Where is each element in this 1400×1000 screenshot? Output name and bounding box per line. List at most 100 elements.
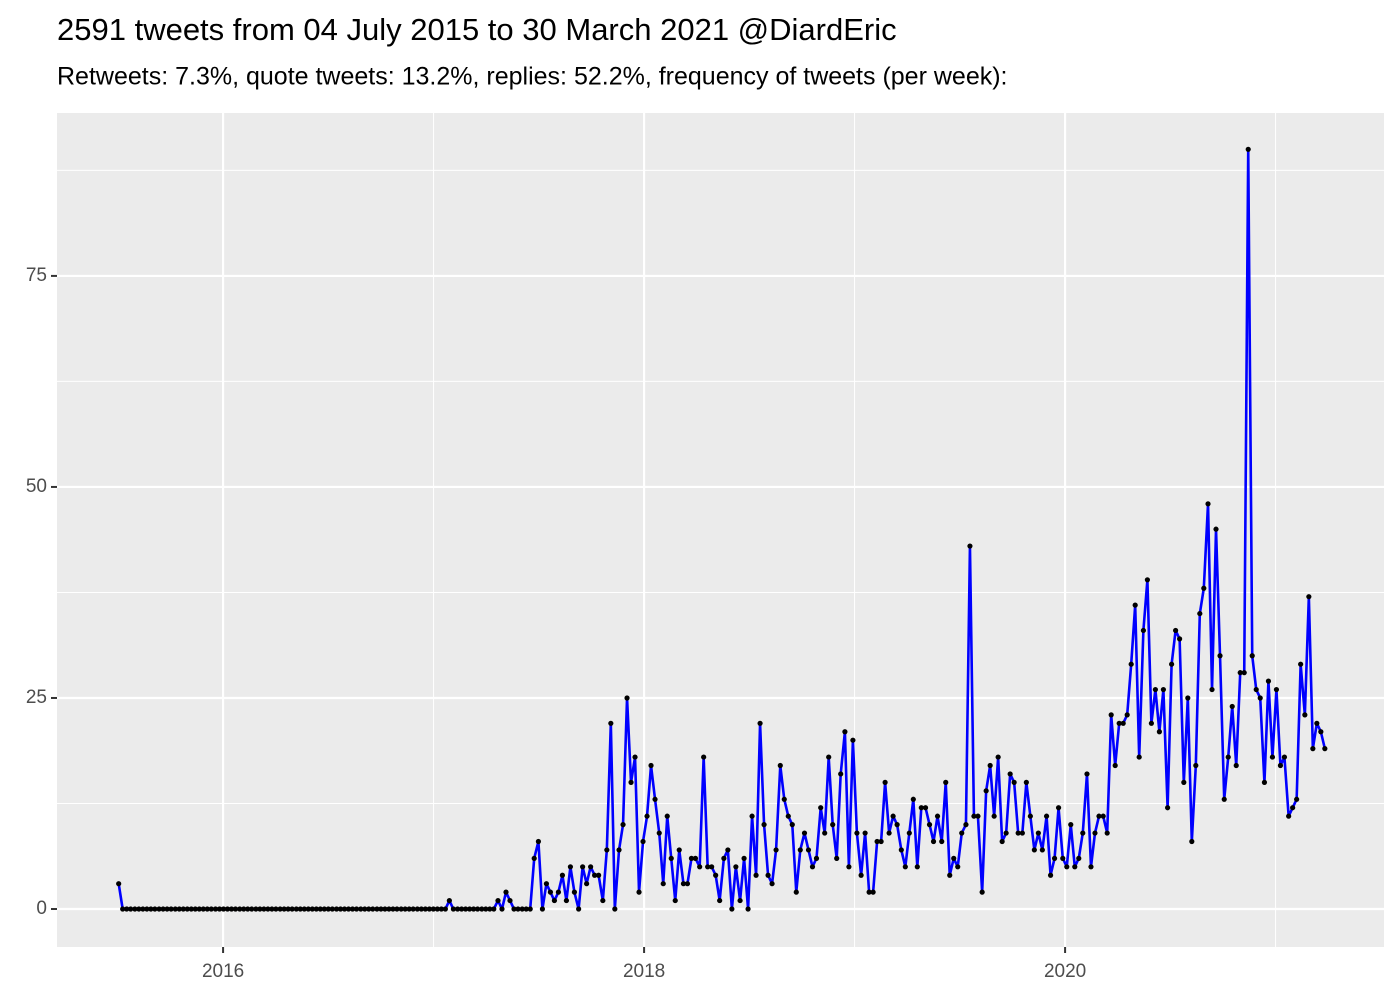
point — [801, 830, 808, 836]
chart-title: 2591 tweets from 04 July 2015 to 30 Marc… — [57, 12, 897, 47]
point — [971, 813, 977, 819]
point — [1080, 830, 1086, 836]
point — [987, 762, 993, 769]
point — [1221, 796, 1227, 802]
point — [241, 906, 247, 912]
point — [656, 830, 662, 836]
point — [1205, 501, 1211, 507]
point — [543, 881, 550, 887]
point — [878, 838, 884, 845]
point — [1160, 686, 1166, 693]
point — [124, 906, 130, 912]
point — [1201, 585, 1207, 591]
point — [1306, 594, 1312, 600]
point — [539, 906, 546, 912]
point — [1322, 746, 1328, 752]
point — [1290, 805, 1296, 811]
point — [765, 872, 771, 878]
point — [1253, 686, 1259, 693]
point — [979, 889, 985, 895]
point — [1165, 805, 1171, 811]
point — [600, 897, 606, 904]
point — [345, 906, 352, 912]
point — [1092, 830, 1098, 836]
point — [390, 906, 396, 912]
point — [192, 906, 198, 912]
point — [684, 881, 691, 887]
point — [636, 889, 642, 895]
point — [462, 906, 469, 912]
point — [220, 906, 227, 912]
point — [769, 881, 775, 887]
point — [890, 813, 896, 819]
point — [458, 906, 465, 912]
point — [148, 906, 154, 912]
point — [680, 881, 687, 887]
point — [620, 822, 626, 828]
point — [289, 906, 295, 912]
point — [910, 796, 916, 802]
point — [705, 864, 711, 870]
point — [317, 906, 323, 912]
point — [1177, 636, 1183, 642]
point — [567, 864, 574, 870]
point — [261, 906, 267, 912]
point — [862, 830, 868, 836]
point — [474, 906, 481, 912]
point — [745, 906, 751, 912]
point — [809, 864, 816, 870]
point — [349, 906, 356, 912]
point — [422, 906, 428, 912]
point — [628, 779, 634, 785]
point — [692, 855, 699, 861]
point — [777, 762, 783, 769]
point — [668, 855, 674, 861]
point — [321, 906, 327, 912]
point — [1152, 686, 1158, 693]
point — [1055, 805, 1062, 811]
point — [313, 906, 319, 912]
point — [466, 906, 473, 912]
point — [1265, 678, 1272, 684]
point — [1229, 703, 1235, 710]
point — [511, 906, 517, 912]
point — [1185, 695, 1191, 701]
point — [967, 543, 973, 549]
chart-subtitle: Retweets: 7.3%, quote tweets: 13.2%, rep… — [57, 63, 1008, 91]
point — [943, 779, 949, 785]
point — [116, 881, 122, 887]
point — [914, 864, 920, 870]
point — [120, 906, 126, 912]
point — [128, 906, 134, 912]
point — [132, 906, 138, 912]
point — [410, 906, 416, 912]
point — [999, 838, 1005, 845]
point — [136, 906, 142, 912]
x-tick-label: 2020 — [1044, 961, 1086, 982]
point — [757, 720, 763, 726]
point — [547, 889, 554, 895]
y-tick-label: 25 — [26, 687, 47, 708]
point — [995, 754, 1001, 760]
point — [608, 720, 614, 726]
point — [1249, 653, 1255, 659]
point — [398, 906, 404, 912]
point — [523, 906, 529, 912]
point — [249, 906, 255, 912]
point — [1294, 796, 1300, 802]
point — [216, 906, 223, 912]
point — [479, 906, 485, 912]
point — [580, 864, 586, 870]
point — [156, 906, 162, 912]
point — [644, 813, 650, 819]
point — [753, 872, 759, 878]
point — [713, 872, 719, 878]
point — [874, 838, 880, 845]
point — [237, 906, 243, 912]
point — [430, 906, 436, 912]
point — [939, 838, 945, 845]
point — [930, 838, 937, 845]
point — [741, 855, 747, 861]
point — [1169, 661, 1175, 667]
point — [1088, 864, 1094, 870]
